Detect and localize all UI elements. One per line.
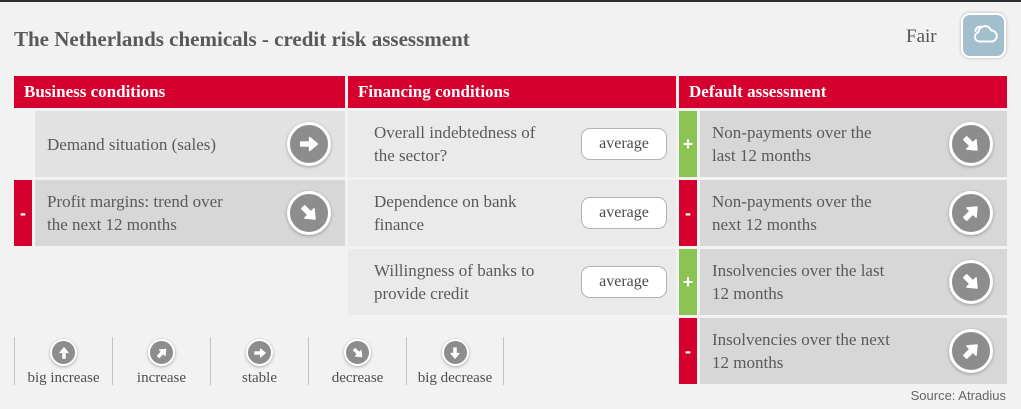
column-header-default: Default assessment	[679, 76, 1007, 108]
trend-indicator	[949, 260, 993, 304]
rating-label: Fair	[906, 26, 937, 47]
table-row: - Non-payments over the next 12 months	[679, 180, 1007, 246]
average-button[interactable]: average	[581, 128, 667, 160]
row-label: Dependence on bank finance	[374, 192, 517, 234]
row-label: Profit margins: trend over the next 12 m…	[47, 192, 223, 234]
table-row: Demand situation (sales)	[14, 111, 345, 177]
arrow-icon	[293, 197, 324, 228]
column-default-assessment: Default assessment + Non-payments over t…	[679, 76, 1007, 384]
legend-item-big-increase: big increase	[14, 337, 112, 386]
arrow-icon	[955, 335, 986, 366]
marker-badge: +	[679, 111, 697, 177]
arrow-icon	[253, 346, 267, 360]
legend-item-decrease: decrease	[308, 337, 406, 386]
table-row: - Insolvencies over the next 12 months	[679, 318, 1007, 384]
trend-indicator	[949, 329, 993, 373]
trend-indicator	[148, 339, 175, 366]
trend-indicator	[949, 191, 993, 235]
marker-badge	[14, 111, 32, 177]
column-business-conditions: Business conditions Demand situation (sa…	[14, 76, 345, 246]
marker-badge: -	[679, 180, 697, 246]
table-row: - Profit margins: trend over the next 12…	[14, 180, 345, 246]
column-header-financing: Financing conditions	[348, 76, 676, 108]
marker-badge: -	[679, 318, 697, 384]
cloud-icon	[967, 16, 1001, 55]
table-row: Dependence on bank finance average	[348, 180, 676, 246]
trend-indicator	[50, 339, 77, 366]
trend-indicator	[246, 339, 273, 366]
arrow-icon	[298, 133, 320, 155]
legend-item-big-decrease: big decrease	[406, 337, 504, 386]
rating-badge	[961, 13, 1006, 58]
arrow-icon	[448, 346, 462, 360]
average-button[interactable]: average	[581, 266, 667, 298]
trend-indicator	[287, 122, 331, 166]
arrow-icon	[57, 346, 71, 360]
legend-label: decrease	[331, 370, 384, 386]
arrow-icon	[955, 266, 986, 297]
trend-indicator	[287, 191, 331, 235]
assessment-board: Business conditions Demand situation (sa…	[14, 76, 1007, 384]
trend-indicator	[441, 339, 469, 366]
page-title: The Netherlands chemicals - credit risk …	[14, 27, 470, 51]
row-label: Demand situation (sales)	[47, 134, 217, 154]
row-label: Willingness of banks to provide credit	[374, 261, 535, 303]
arrow-icon	[955, 128, 986, 159]
legend-label: increase	[136, 370, 187, 386]
row-label: Overall indebtedness of the sector?	[374, 123, 536, 165]
arrow-icon	[348, 343, 368, 363]
average-button[interactable]: average	[581, 197, 667, 229]
trend-indicator	[344, 339, 371, 366]
source-note: Source: Atradius	[910, 388, 1006, 403]
table-row: Overall indebtedness of the sector? aver…	[348, 111, 676, 177]
marker-badge: -	[14, 180, 32, 246]
arrow-icon	[152, 343, 172, 363]
row-label: Insolvencies over the last 12 months	[712, 261, 885, 303]
table-row: + Non-payments over the last 12 months	[679, 111, 1007, 177]
legend-item-increase: increase	[112, 337, 210, 386]
row-label: Non-payments over the last 12 months	[712, 123, 872, 165]
top-rule	[0, 0, 1021, 2]
legend-label: big decrease	[417, 370, 493, 386]
row-label: Insolvencies over the next 12 months	[712, 330, 890, 372]
trend-indicator	[949, 122, 993, 166]
arrow-icon	[955, 197, 986, 228]
row-label: Non-payments over the next 12 months	[712, 192, 872, 234]
table-row: Willingness of banks to provide credit a…	[348, 249, 676, 315]
marker-badge: +	[679, 249, 697, 315]
legend-item-stable: stable	[210, 337, 308, 386]
column-header-business: Business conditions	[14, 76, 345, 108]
legend-label: stable	[242, 370, 277, 386]
column-financing-conditions: Financing conditions Overall indebtednes…	[348, 76, 676, 315]
legend-label: big increase	[27, 370, 100, 386]
trend-legend: big increase increase stable decrease	[14, 337, 504, 386]
table-row: + Insolvencies over the last 12 months	[679, 249, 1007, 315]
